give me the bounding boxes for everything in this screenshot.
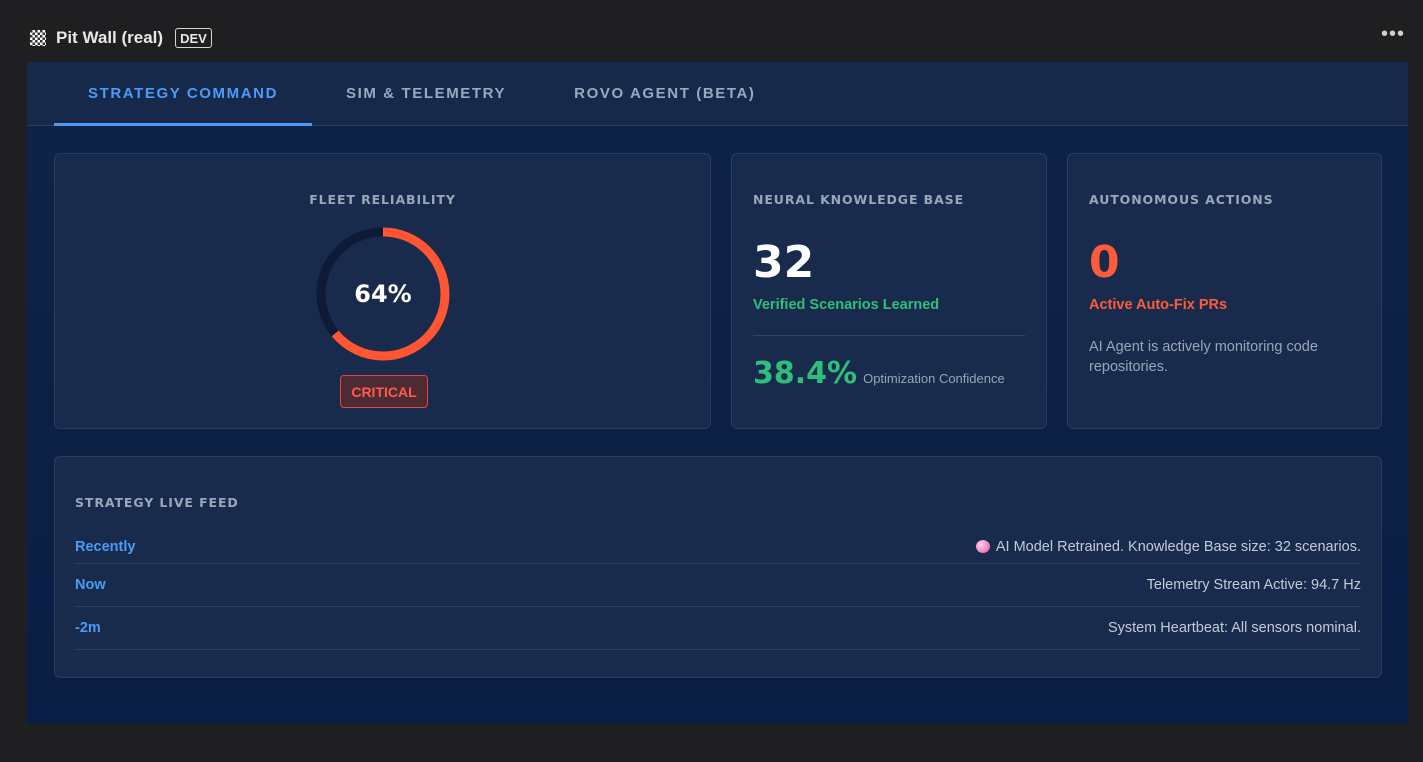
confidence-value: 38.4% <box>753 356 858 391</box>
more-options-icon[interactable]: ••• <box>1380 23 1405 45</box>
reliability-value: 64% <box>354 280 412 308</box>
gauge-svg <box>316 227 450 361</box>
feed-time: -2m <box>75 620 101 636</box>
autofix-count-label: Active Auto-Fix PRs <box>1089 297 1228 313</box>
app-titlebar: Pit Wall (real) DEV ••• <box>0 0 1423 62</box>
feed-message: AI Model Retrained. Knowledge Base size:… <box>975 538 1361 555</box>
app-title: Pit Wall (real) <box>56 28 164 47</box>
confidence-row: 38.4% Optimization Confidence <box>753 356 1025 391</box>
env-badge: DEV <box>175 28 212 48</box>
scenario-count: 32 <box>753 237 815 288</box>
scenario-count-label: Verified Scenarios Learned <box>753 297 940 313</box>
neural-knowledge-card: NEURAL KNOWLEDGE BASE 32 Verified Scenar… <box>731 153 1047 429</box>
live-feed-heading: STRATEGY LIVE FEED <box>75 495 239 510</box>
feed-message-text: System Heartbeat: All sensors nominal. <box>1107 620 1361 636</box>
gauge-arc <box>316 227 450 361</box>
brain-icon <box>975 540 990 553</box>
tab-bar: STRATEGY COMMAND SIM & TELEMETRY ROVO AG… <box>27 62 1408 126</box>
feed-item: Recently AI Model Retrained. Knowledge B… <box>75 530 1361 564</box>
autonomous-actions-heading: AUTONOMOUS ACTIONS <box>1089 192 1274 207</box>
autonomous-description: AI Agent is actively monitoring code rep… <box>1089 339 1318 375</box>
feed-message-text: AI Model Retrained. Knowledge Base size:… <box>995 538 1361 555</box>
status-badge: CRITICAL <box>340 375 428 408</box>
feed-item: -2m System Heartbeat: All sensors nomina… <box>75 607 1361 650</box>
app-title-group: Pit Wall (real) DEV <box>30 28 212 48</box>
tab-strategy-command[interactable]: STRATEGY COMMAND <box>54 62 313 126</box>
feed-message-text: Telemetry Stream Active: 94.7 Hz <box>1146 577 1361 593</box>
live-feed-card: STRATEGY LIVE FEED Recently AI Model Ret… <box>54 456 1382 678</box>
autonomous-actions-card: AUTONOMOUS ACTIONS 0 Active Auto-Fix PRs… <box>1067 153 1382 429</box>
autofix-count: 0 <box>1089 237 1120 288</box>
feed-item: Now Telemetry Stream Active: 94.7 Hz <box>75 564 1361 607</box>
divider <box>753 335 1025 336</box>
reliability-gauge: 64% <box>314 225 452 363</box>
feed-time: Recently <box>75 538 136 555</box>
neural-knowledge-heading: NEURAL KNOWLEDGE BASE <box>753 192 965 207</box>
tab-sim-telemetry[interactable]: SIM & TELEMETRY <box>346 85 507 102</box>
feed-list: Recently AI Model Retrained. Knowledge B… <box>75 530 1361 650</box>
confidence-label: Optimization Confidence <box>863 371 1005 386</box>
checkered-flag-icon <box>30 30 46 46</box>
fleet-reliability-heading: FLEET RELIABILITY <box>309 192 456 207</box>
main-panel: STRATEGY COMMAND SIM & TELEMETRY ROVO AG… <box>27 62 1408 724</box>
feed-time: Now <box>75 577 106 593</box>
fleet-reliability-card: FLEET RELIABILITY 64% CRITICAL <box>54 153 711 429</box>
tab-rovo-agent[interactable]: ROVO AGENT (BETA) <box>574 85 756 102</box>
